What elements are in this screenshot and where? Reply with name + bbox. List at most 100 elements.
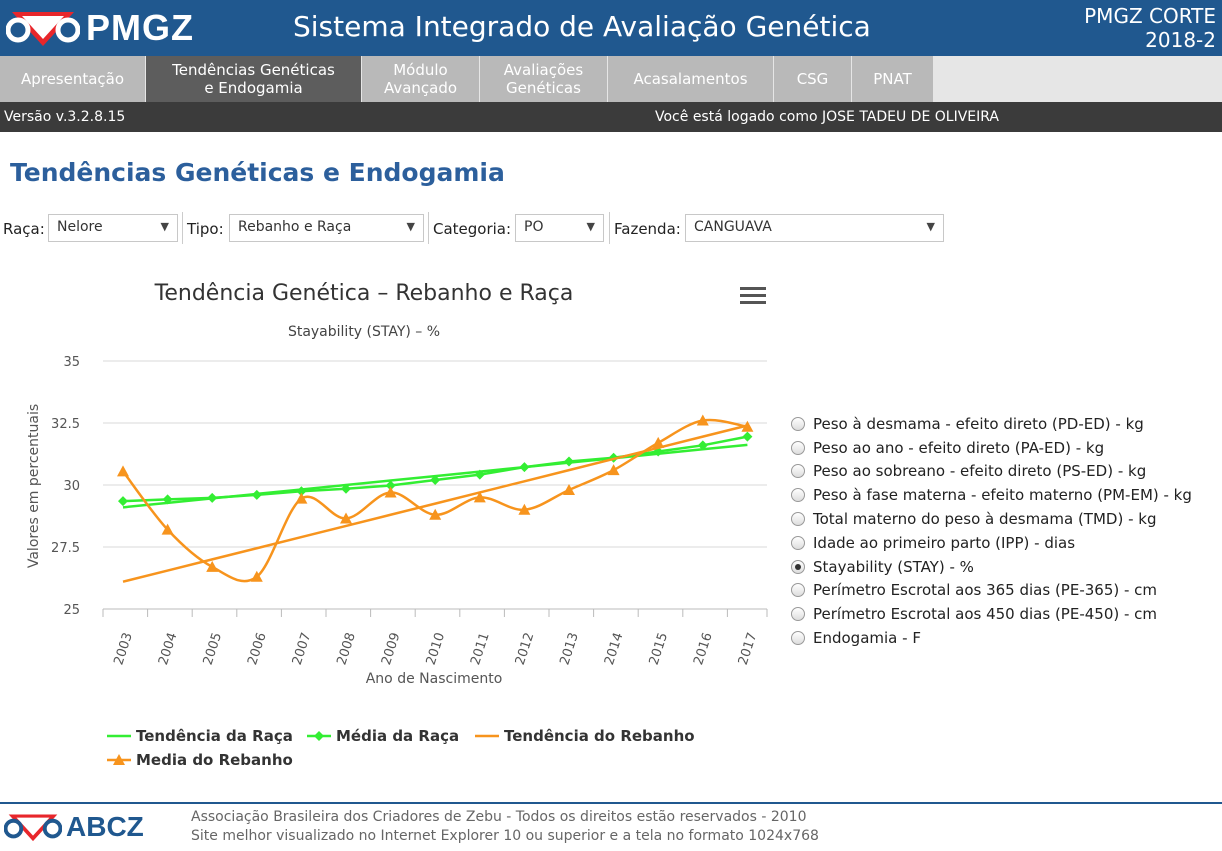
- trait-option-label: Endogamia - F: [813, 629, 921, 648]
- chevron-down-icon: ▼: [160, 220, 169, 233]
- trait-option-label: Peso ao sobreano - efeito direto (PS-ED)…: [813, 462, 1147, 481]
- trait-option[interactable]: Peso à desmama - efeito direto (PD-ED) -…: [791, 412, 1192, 436]
- x-axis-title: Ano de Nascimento: [366, 671, 503, 687]
- trait-option[interactable]: Perímetro Escrotal aos 450 dias (PE-450)…: [791, 602, 1192, 626]
- tab-pnat[interactable]: PNAT: [852, 56, 934, 102]
- trait-option[interactable]: Perímetro Escrotal aos 365 dias (PE-365)…: [791, 579, 1192, 603]
- data-point-triangle: [563, 483, 575, 495]
- chart-title: Tendência Genética – Rebanho e Raça: [154, 281, 574, 306]
- tab-modulo-avancado[interactable]: Módulo Avançado: [362, 56, 480, 102]
- tab-csg[interactable]: CSG: [774, 56, 852, 102]
- data-point-diamond: [697, 440, 708, 451]
- tab-acasalamentos[interactable]: Acasalamentos: [608, 56, 774, 102]
- data-point-triangle: [206, 560, 219, 572]
- tipo-select[interactable]: Rebanho e Raça ▼: [229, 214, 424, 242]
- tab-tendencias-geneticas[interactable]: Tendências Genéticas e Endogamia: [146, 56, 362, 102]
- data-point-triangle: [696, 414, 709, 426]
- tab-label: PNAT: [873, 70, 912, 88]
- radio-icon[interactable]: [791, 488, 805, 503]
- radio-icon[interactable]: [791, 535, 805, 550]
- trait-option[interactable]: Stayability (STAY) - %: [791, 555, 1192, 579]
- pmgz-logo[interactable]: PMGZ: [6, 4, 194, 52]
- tab-apresentacao[interactable]: Apresentação: [0, 56, 146, 102]
- trait-option[interactable]: Endogamia - F: [791, 626, 1192, 650]
- raca-select[interactable]: Nelore ▼: [48, 214, 178, 242]
- y-axis-title: Valores em percentuais: [26, 404, 42, 568]
- radio-icon[interactable]: [791, 583, 805, 598]
- info-bar: Versão v.3.2.8.15 Você está logado como …: [0, 102, 1222, 132]
- trait-option[interactable]: Peso ao sobreano - efeito direto (PS-ED)…: [791, 460, 1192, 484]
- trait-option-label: Peso ao ano - efeito direto (PA-ED) - kg: [813, 438, 1105, 457]
- trait-option[interactable]: Peso ao ano - efeito direto (PA-ED) - kg: [791, 436, 1192, 460]
- tab-label-line2: Genéticas: [506, 79, 581, 97]
- categoria-select[interactable]: PO ▼: [515, 214, 604, 242]
- trait-option[interactable]: Total materno do peso à desmama (TMD) - …: [791, 507, 1192, 531]
- data-point-diamond: [341, 483, 351, 494]
- y-tick-label: 25: [63, 603, 80, 618]
- x-tick-label: 2017: [736, 631, 760, 667]
- data-point-diamond: [118, 496, 128, 507]
- radio-icon[interactable]: [791, 607, 805, 622]
- trait-option-label: Peso à fase materna - efeito materno (PM…: [813, 486, 1192, 505]
- data-point-triangle: [518, 503, 531, 515]
- tab-label: Módulo: [393, 61, 448, 79]
- filter-divider: [428, 212, 429, 244]
- data-point-triangle: [161, 523, 174, 535]
- x-tick-label: 2008: [334, 631, 358, 667]
- page-footer: ABCZ Associação Brasileira dos Criadores…: [0, 802, 1222, 851]
- product-year: 2018-2: [1145, 28, 1216, 52]
- legend-marker-triangle: [113, 754, 125, 765]
- radio-icon[interactable]: [791, 440, 805, 455]
- footer-text: Associação Brasileira dos Criadores de Z…: [191, 808, 819, 846]
- radio-icon[interactable]: [791, 512, 805, 527]
- fazenda-select-value: CANGUAVA: [694, 219, 772, 235]
- data-point-diamond: [162, 494, 173, 505]
- trait-option[interactable]: Peso à fase materna - efeito materno (PM…: [791, 483, 1192, 507]
- chart-menu-icon[interactable]: [740, 287, 766, 305]
- data-point-triangle: [340, 512, 352, 524]
- chart-subtitle: Stayability (STAY) – %: [288, 324, 440, 340]
- abcz-logo[interactable]: ABCZ: [4, 810, 144, 844]
- tab-label: Avaliações: [503, 61, 584, 79]
- data-point-triangle: [741, 420, 754, 432]
- data-point-triangle: [473, 491, 486, 503]
- x-tick-label: 2009: [379, 631, 403, 667]
- tab-label: Tendências Genéticas: [172, 61, 335, 79]
- radio-icon[interactable]: [791, 416, 805, 431]
- logged-user-text: Você está logado como JOSE TADEU DE OLIV…: [655, 109, 999, 125]
- version-text: Versão v.3.2.8.15: [4, 109, 126, 125]
- tipo-label: Tipo:: [187, 220, 224, 238]
- tab-label-line2: e Endogamia: [204, 79, 303, 97]
- logo-text: PMGZ: [86, 7, 194, 48]
- data-point-diamond: [296, 486, 307, 497]
- x-tick-label: 2014: [602, 631, 626, 667]
- legend-label: Tendência do Rebanho: [504, 727, 695, 745]
- fazenda-select[interactable]: CANGUAVA ▼: [685, 214, 944, 242]
- trait-option[interactable]: Idade ao primeiro parto (IPP) - dias: [791, 531, 1192, 555]
- trait-radio-group: Peso à desmama - efeito direto (PD-ED) -…: [791, 412, 1192, 650]
- data-point-diamond: [519, 462, 530, 473]
- data-point-diamond: [385, 480, 396, 491]
- product-version: PMGZ CORTE 2018-2: [1084, 4, 1216, 52]
- data-point-diamond: [474, 469, 485, 480]
- chevron-down-icon: ▼: [586, 220, 595, 233]
- radio-icon[interactable]: [791, 464, 805, 479]
- tab-avaliacoes-geneticas[interactable]: Avaliações Genéticas: [480, 56, 608, 102]
- tab-label-line2: Avançado: [383, 79, 458, 97]
- series-line-4: [122, 418, 748, 583]
- radio-icon[interactable]: [791, 631, 805, 646]
- raca-select-value: Nelore: [57, 219, 103, 235]
- radio-checked-icon[interactable]: [791, 559, 805, 574]
- x-tick-label: 2011: [468, 631, 492, 667]
- tipo-select-value: Rebanho e Raça: [238, 219, 352, 235]
- categoria-label: Categoria:: [433, 220, 512, 238]
- data-point-triangle: [384, 486, 397, 498]
- x-tick-label: 2006: [245, 631, 269, 667]
- x-tick-label: 2015: [647, 631, 671, 667]
- x-tick-label: 2004: [156, 631, 180, 667]
- fazenda-label: Fazenda:: [614, 220, 681, 238]
- y-tick-label: 35: [63, 355, 80, 370]
- legend-label: Media do Rebanho: [136, 751, 293, 769]
- data-point-triangle: [250, 570, 263, 582]
- chevron-down-icon: ▼: [926, 220, 935, 233]
